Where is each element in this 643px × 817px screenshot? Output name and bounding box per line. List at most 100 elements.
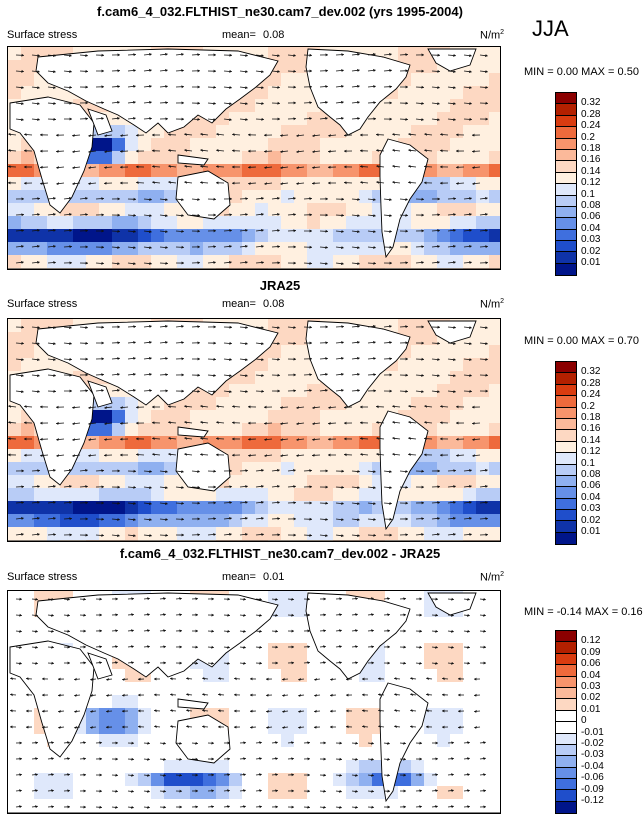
wind-vector-head bbox=[85, 389, 88, 393]
colorbar-tick-label: 0.06 bbox=[581, 480, 601, 492]
field-cell bbox=[86, 190, 99, 203]
field-cell bbox=[242, 203, 255, 216]
wind-vector-head bbox=[344, 165, 347, 169]
wind-vector-head bbox=[419, 741, 422, 745]
field-cell bbox=[437, 695, 450, 708]
field-cell bbox=[255, 112, 268, 125]
wind-vector-head bbox=[485, 261, 488, 265]
wind-vector-head bbox=[101, 517, 104, 521]
wind-vector-head bbox=[485, 70, 488, 74]
field-cell bbox=[437, 812, 450, 813]
wind-vector-head bbox=[260, 212, 264, 216]
wind-vector-head bbox=[168, 164, 172, 168]
field-cell bbox=[333, 812, 346, 813]
wind-vector-head bbox=[69, 70, 72, 74]
wind-vector-head bbox=[244, 228, 248, 232]
wind-vector-head bbox=[274, 741, 278, 745]
wind-vector-head bbox=[68, 212, 72, 216]
field-cell bbox=[255, 812, 268, 813]
wind-vector-head bbox=[68, 196, 72, 200]
field-cell bbox=[164, 255, 177, 268]
wind-vector-head bbox=[152, 165, 155, 169]
wind-vector-head bbox=[56, 421, 59, 425]
wind-vector-head bbox=[51, 597, 54, 601]
field-cell bbox=[281, 604, 294, 617]
field-cell bbox=[346, 423, 359, 436]
wind-vector-head bbox=[250, 693, 253, 697]
wind-vector-head bbox=[74, 677, 77, 681]
wind-vector-head bbox=[149, 534, 152, 538]
wind-vector-head bbox=[181, 69, 184, 73]
wind-vector-head bbox=[117, 69, 120, 73]
field-cell bbox=[437, 151, 450, 164]
wind-vector-head bbox=[344, 405, 347, 409]
field-cell bbox=[112, 203, 125, 216]
field-cell bbox=[424, 410, 437, 423]
field-cell bbox=[424, 436, 437, 449]
wind-vector-head bbox=[264, 133, 267, 137]
wind-vector-head bbox=[117, 517, 120, 521]
field-cell bbox=[112, 773, 125, 786]
field-cell bbox=[60, 216, 73, 229]
wind-vector-head bbox=[371, 661, 374, 665]
wind-vector-head bbox=[165, 101, 168, 105]
field-cell bbox=[489, 190, 500, 203]
wind-vector-head bbox=[452, 374, 456, 378]
field-cell bbox=[177, 268, 190, 269]
wind-vector-head bbox=[211, 629, 214, 633]
wind-vector-head bbox=[325, 69, 328, 73]
field-cell bbox=[411, 591, 424, 604]
wind-vector-head bbox=[164, 340, 168, 344]
field-cell bbox=[450, 656, 463, 669]
field-cell bbox=[203, 397, 216, 410]
wind-vector-head bbox=[312, 165, 315, 169]
field-cell bbox=[489, 540, 500, 541]
wind-vector-head bbox=[101, 101, 104, 105]
field-cell bbox=[398, 125, 411, 138]
field-cell bbox=[255, 384, 268, 397]
field-cell bbox=[21, 488, 34, 501]
wind-vector-head bbox=[339, 613, 342, 617]
field-cell bbox=[307, 242, 320, 255]
field-cell bbox=[73, 203, 86, 216]
wind-vector-head bbox=[19, 773, 22, 777]
wind-vector-head bbox=[421, 85, 424, 89]
wind-vector-head bbox=[419, 773, 422, 777]
wind-vector-head bbox=[468, 358, 472, 362]
colorbar-swatch bbox=[556, 532, 576, 545]
wind-vector-head bbox=[101, 485, 104, 489]
field-cell bbox=[385, 47, 398, 60]
wind-vector-head bbox=[312, 150, 316, 154]
wind-vector-head bbox=[197, 501, 200, 505]
field-cell bbox=[307, 384, 320, 397]
field-cell bbox=[333, 138, 346, 151]
wind-vector-head bbox=[244, 342, 248, 346]
wind-vector-head bbox=[165, 84, 168, 88]
field-cell bbox=[34, 462, 47, 475]
wind-vector-head bbox=[370, 757, 374, 761]
field-cell bbox=[489, 721, 500, 734]
wind-vector-head bbox=[197, 357, 200, 361]
wind-vector-head bbox=[323, 597, 326, 601]
wind-vector-head bbox=[325, 501, 328, 505]
colorbar-swatch bbox=[556, 487, 576, 499]
field-cell bbox=[164, 475, 177, 488]
wind-vector-head bbox=[67, 757, 70, 761]
wind-vector-head bbox=[213, 69, 216, 73]
wind-vector-head bbox=[440, 165, 443, 169]
wind-vector-head bbox=[485, 101, 488, 105]
field-cell bbox=[164, 203, 177, 216]
field-cell bbox=[450, 216, 463, 229]
field-cell bbox=[424, 268, 437, 269]
wind-vector-head bbox=[184, 404, 187, 408]
wind-vector-head bbox=[85, 373, 88, 377]
field-cell bbox=[281, 630, 294, 643]
wind-vector-head bbox=[483, 645, 486, 649]
wind-vector-head bbox=[131, 757, 134, 761]
wind-vector-head bbox=[243, 741, 246, 745]
wind-vector-head bbox=[165, 117, 168, 121]
wind-vector-head bbox=[244, 374, 248, 378]
panel-2-variable-label: Surface stress bbox=[7, 298, 78, 310]
field-cell bbox=[151, 747, 164, 760]
panel-3-title: f.cam6_4_032.FLTHIST_ne30.cam7_dev.002 -… bbox=[119, 546, 441, 561]
